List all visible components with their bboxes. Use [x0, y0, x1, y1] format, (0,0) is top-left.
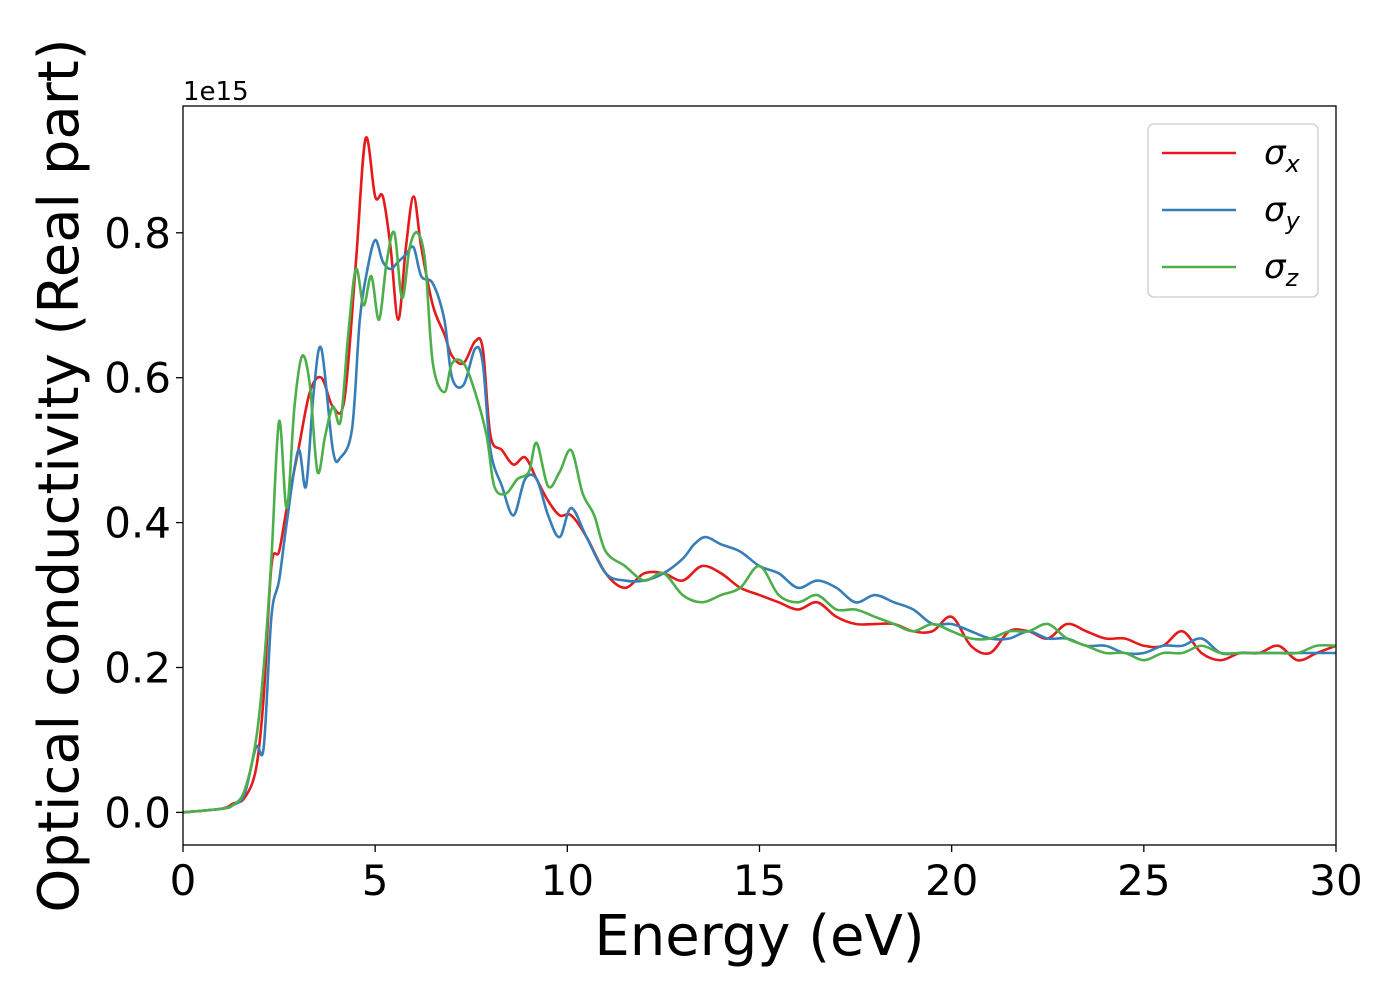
legend-subscript: y: [1285, 207, 1301, 235]
series-line-z: [183, 230, 1336, 814]
y-tick-label: 0.2: [104, 643, 171, 692]
x-axis-ticks: 0 5 10 15 20 25 30: [170, 845, 1363, 905]
x-axis-label: Energy (eV): [594, 904, 924, 969]
y-tick-label: 0.6: [104, 354, 171, 403]
x-tick-label: 5: [362, 856, 389, 905]
x-tick-label: 25: [1117, 856, 1170, 905]
legend-subscript: z: [1285, 264, 1300, 292]
y-tick-label: 0.0: [104, 788, 171, 837]
legend-subscript: x: [1285, 150, 1301, 178]
x-tick-label: 30: [1309, 856, 1362, 905]
x-tick-label: 15: [733, 856, 786, 905]
y-axis-label: Optical conductivity (Real part): [27, 38, 92, 912]
y-axis-ticks: 0.0 0.2 0.4 0.6 0.8: [104, 209, 183, 837]
legend-label-x: σx: [1264, 133, 1301, 178]
x-tick-label: 0: [170, 856, 197, 905]
x-tick-label: 20: [925, 856, 978, 905]
y-tick-label: 0.4: [104, 499, 171, 548]
legend-label-y: σy: [1264, 190, 1301, 235]
series-line-y: [183, 238, 1336, 814]
y-offset-label: 1e15: [183, 77, 249, 107]
y-tick-label: 0.8: [104, 209, 171, 258]
x-tick-label: 10: [541, 856, 594, 905]
series-layer: [183, 136, 1336, 814]
